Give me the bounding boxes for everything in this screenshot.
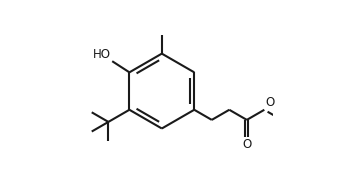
Text: HO: HO <box>93 48 110 61</box>
Text: O: O <box>242 138 251 151</box>
Text: O: O <box>266 96 275 109</box>
